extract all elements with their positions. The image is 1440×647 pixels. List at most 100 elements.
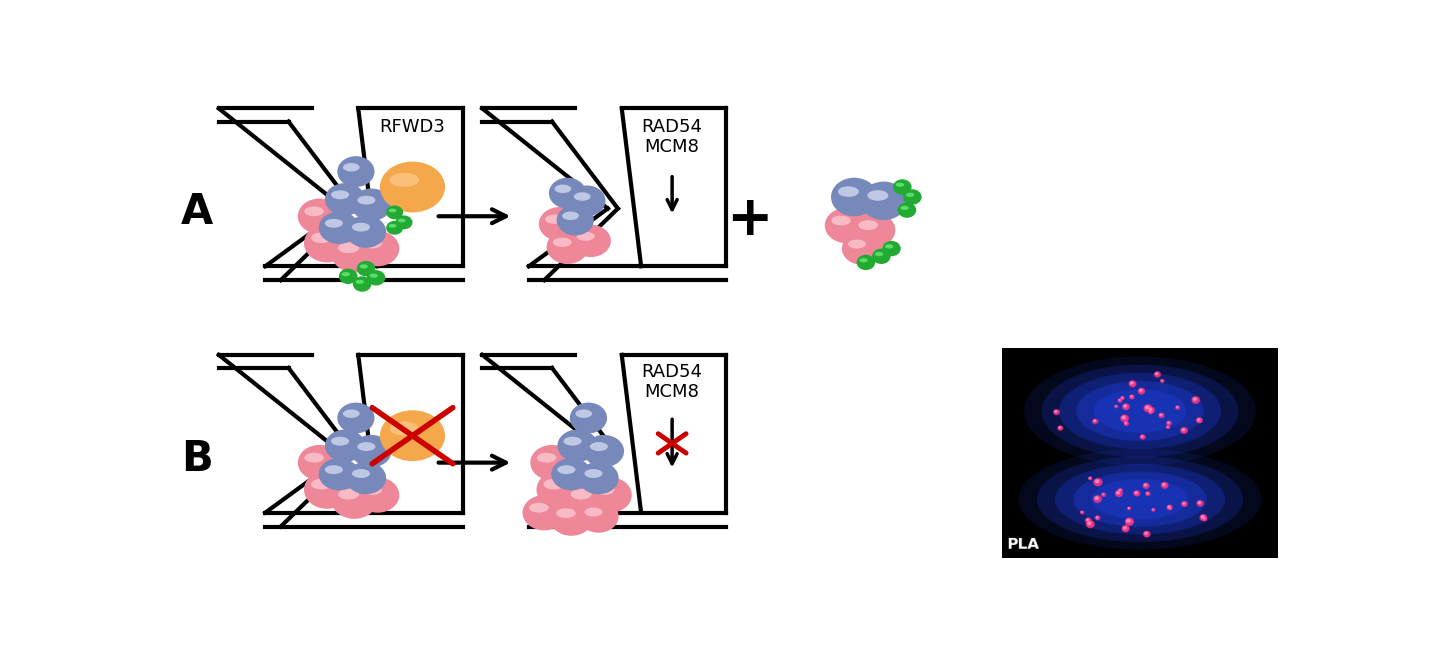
- Text: RAD54
MCM8: RAD54 MCM8: [642, 118, 703, 157]
- Ellipse shape: [370, 274, 377, 278]
- Ellipse shape: [547, 230, 589, 264]
- Ellipse shape: [554, 184, 572, 193]
- Ellipse shape: [886, 245, 893, 248]
- Ellipse shape: [331, 437, 348, 446]
- Ellipse shape: [831, 215, 851, 225]
- Ellipse shape: [590, 442, 608, 451]
- Ellipse shape: [852, 212, 896, 248]
- Ellipse shape: [389, 208, 396, 212]
- Ellipse shape: [557, 204, 593, 236]
- Ellipse shape: [857, 255, 876, 270]
- Ellipse shape: [842, 232, 883, 265]
- Ellipse shape: [337, 402, 374, 433]
- Ellipse shape: [351, 223, 370, 232]
- Ellipse shape: [338, 489, 359, 499]
- Ellipse shape: [304, 206, 324, 216]
- Ellipse shape: [298, 199, 341, 234]
- Ellipse shape: [343, 410, 360, 418]
- Ellipse shape: [903, 190, 922, 204]
- Ellipse shape: [304, 224, 350, 263]
- Ellipse shape: [396, 215, 412, 229]
- Ellipse shape: [357, 261, 376, 276]
- Ellipse shape: [556, 509, 576, 518]
- Ellipse shape: [304, 470, 350, 509]
- Ellipse shape: [346, 462, 386, 494]
- Ellipse shape: [900, 206, 909, 210]
- Ellipse shape: [528, 503, 549, 512]
- Ellipse shape: [858, 220, 878, 230]
- Ellipse shape: [585, 469, 602, 478]
- Ellipse shape: [552, 458, 592, 490]
- Ellipse shape: [550, 500, 593, 536]
- Ellipse shape: [570, 225, 611, 257]
- Ellipse shape: [389, 224, 396, 228]
- Ellipse shape: [363, 485, 382, 495]
- Text: RAD54
MCM8: RAD54 MCM8: [642, 362, 703, 401]
- Ellipse shape: [356, 280, 364, 284]
- Ellipse shape: [867, 190, 888, 201]
- Ellipse shape: [575, 192, 590, 201]
- Ellipse shape: [883, 241, 901, 256]
- Ellipse shape: [356, 231, 399, 267]
- Ellipse shape: [557, 430, 598, 462]
- Ellipse shape: [557, 465, 576, 474]
- Ellipse shape: [360, 265, 367, 269]
- Ellipse shape: [549, 178, 586, 208]
- Ellipse shape: [380, 410, 445, 461]
- Ellipse shape: [873, 248, 891, 264]
- Ellipse shape: [357, 195, 376, 204]
- Ellipse shape: [906, 193, 914, 197]
- Ellipse shape: [331, 480, 377, 519]
- Ellipse shape: [351, 435, 392, 467]
- Ellipse shape: [595, 485, 615, 495]
- Ellipse shape: [838, 186, 858, 197]
- Ellipse shape: [576, 232, 595, 241]
- Ellipse shape: [848, 239, 865, 248]
- Ellipse shape: [570, 402, 608, 433]
- Ellipse shape: [569, 186, 605, 216]
- Ellipse shape: [318, 212, 359, 244]
- Ellipse shape: [537, 470, 583, 509]
- Ellipse shape: [390, 422, 419, 435]
- Ellipse shape: [311, 479, 331, 490]
- Ellipse shape: [861, 182, 907, 220]
- Ellipse shape: [570, 489, 592, 499]
- Ellipse shape: [325, 430, 366, 462]
- Ellipse shape: [346, 215, 386, 248]
- Ellipse shape: [576, 410, 592, 418]
- Ellipse shape: [825, 208, 868, 243]
- Ellipse shape: [563, 437, 582, 446]
- Text: B: B: [181, 438, 213, 480]
- Ellipse shape: [304, 453, 324, 463]
- Ellipse shape: [318, 458, 359, 490]
- Ellipse shape: [386, 206, 403, 219]
- Ellipse shape: [539, 207, 580, 241]
- Ellipse shape: [363, 239, 382, 248]
- Ellipse shape: [351, 469, 370, 478]
- Ellipse shape: [897, 203, 916, 218]
- Ellipse shape: [563, 480, 611, 519]
- Ellipse shape: [543, 479, 564, 490]
- Text: A: A: [181, 192, 213, 234]
- Ellipse shape: [341, 272, 350, 276]
- Ellipse shape: [562, 212, 579, 220]
- Ellipse shape: [579, 462, 619, 494]
- Ellipse shape: [860, 258, 868, 263]
- Ellipse shape: [367, 270, 386, 285]
- Ellipse shape: [583, 435, 624, 467]
- Ellipse shape: [337, 156, 374, 187]
- Text: +: +: [726, 193, 773, 247]
- Ellipse shape: [357, 442, 376, 451]
- Ellipse shape: [386, 221, 403, 235]
- Ellipse shape: [343, 163, 360, 171]
- Ellipse shape: [353, 276, 372, 292]
- Ellipse shape: [523, 495, 566, 531]
- Ellipse shape: [331, 234, 377, 272]
- Ellipse shape: [325, 219, 343, 228]
- Ellipse shape: [831, 178, 877, 216]
- Ellipse shape: [537, 453, 556, 463]
- Text: RFWD3: RFWD3: [380, 118, 445, 136]
- Ellipse shape: [896, 182, 904, 187]
- Ellipse shape: [530, 445, 573, 480]
- Ellipse shape: [298, 445, 341, 480]
